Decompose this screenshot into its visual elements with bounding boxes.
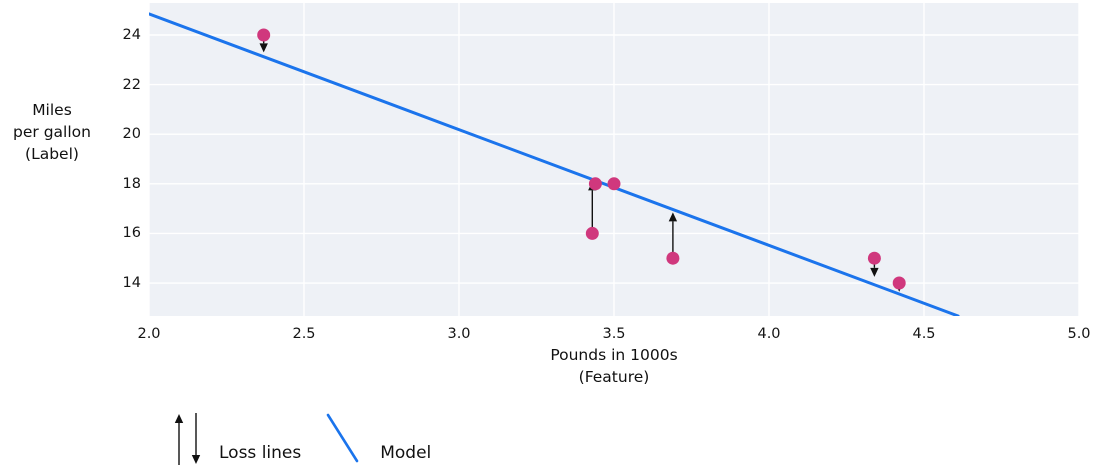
x-tick-label: 2.0 [137,326,161,342]
x-axis-label: Pounds in 1000s (Feature) [550,346,678,386]
x-tick-label: 4.0 [757,326,781,342]
loss-line-arrowhead [259,43,268,53]
legend-model-label: Model [380,443,432,463]
loss-line-arrowhead [870,267,879,277]
x-tick-label: 5.0 [1067,326,1091,342]
data-point [585,226,599,240]
x-tick-label: 3.5 [602,326,626,342]
x-tick-label: 2.5 [292,326,316,342]
data-point [867,251,881,265]
x-tick-label: 4.5 [912,326,936,342]
loss-lines-legend-icon [174,413,201,465]
y-tick-label: 20 [122,126,141,143]
data-point [666,251,680,265]
y-axis-label: Miles per gallon (Label) [13,101,91,163]
y-tick-label: 22 [122,76,141,93]
data-point [588,177,602,191]
plot-area [149,3,1079,316]
y-tick-label: 24 [122,26,141,43]
x-tick-label: 3.0 [447,326,471,342]
plot-canvas [149,3,1079,316]
data-point [892,276,906,290]
legend: Loss lines Model [165,405,431,467]
y-tick-label: 14 [122,275,141,291]
loss-line-arrowhead [668,212,678,222]
data-point [257,28,271,42]
model-line [149,12,960,316]
data-point [607,177,621,191]
model-legend-icon [326,413,359,463]
y-tick-label: 18 [122,175,141,192]
y-tick-label: 16 [122,225,141,242]
legend-loss-lines-label: Loss lines [219,443,302,463]
